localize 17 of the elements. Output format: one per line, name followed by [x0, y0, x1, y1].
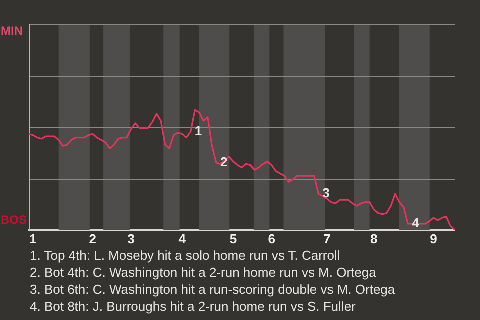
x-tick-label: 9 [430, 231, 438, 246]
text: BOS [1, 213, 28, 227]
annotation: 1 [194, 123, 202, 138]
x-tick-label: 5 [230, 231, 238, 246]
text: 1. Top 4th: L. Moseby hit a solo home run vs T. Carroll [30, 247, 342, 264]
text: 2. Bot 4th: C. Washington hit a 2-run home run vs M. Ortega [30, 264, 378, 281]
x-tick-label: 7 [324, 231, 331, 246]
x-tick-label: 8 [370, 231, 378, 246]
x-tick-label: 2 [89, 231, 97, 246]
text: 3. Bot 6th: C. Washington hit a run-scoring double vs M. Ortega [30, 281, 396, 298]
annotation: 3 [322, 186, 330, 201]
text: 4. Bot 8th: J. Burroughs hit a 2-run home run vs S. Fuller [30, 298, 357, 315]
text: MIN [1, 24, 23, 38]
x-tick-label: 6 [268, 231, 276, 246]
x-tick-label: 1 [30, 231, 37, 246]
x-tick-label: 4 [178, 231, 187, 246]
x-tick-label: 3 [128, 231, 135, 246]
